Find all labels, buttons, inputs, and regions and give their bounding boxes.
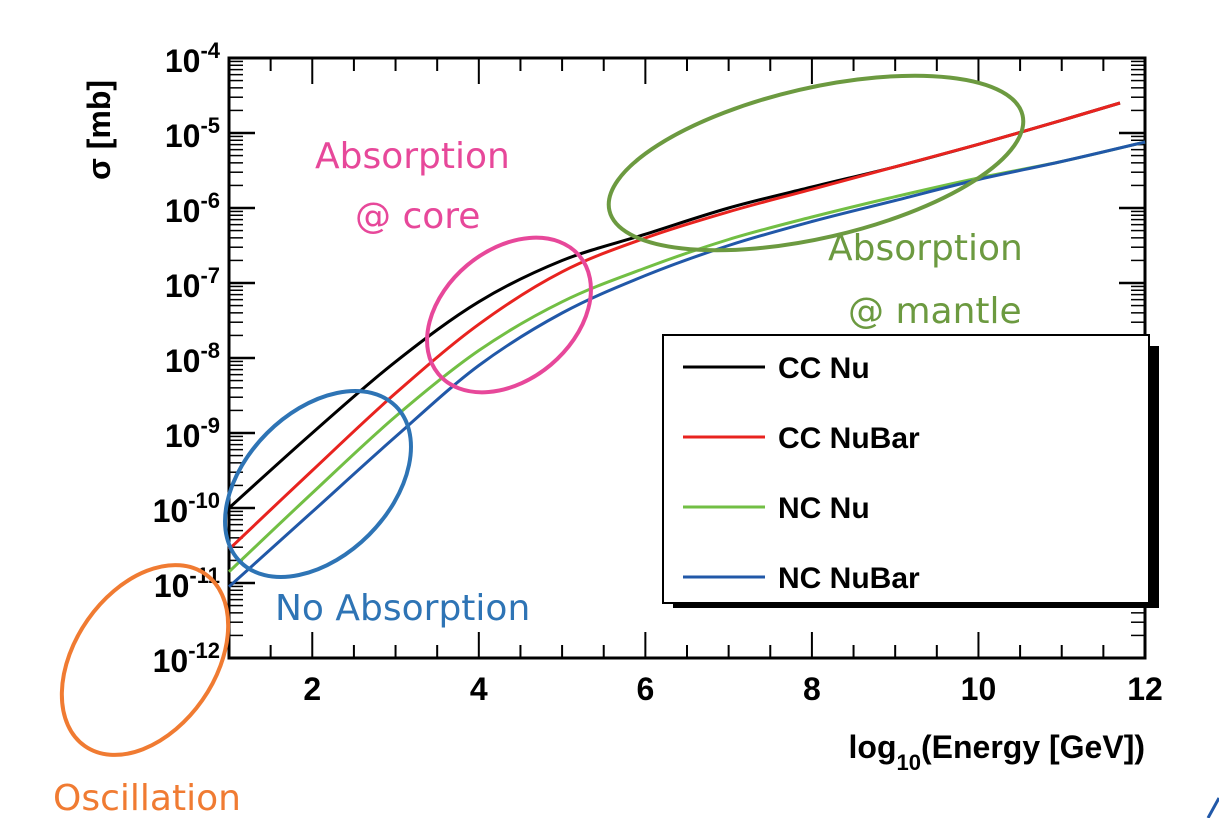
- no-absorption-ellipse: [223, 389, 413, 579]
- y-tick-base: 10: [154, 568, 190, 604]
- y-tick-label: 10-6: [165, 188, 220, 229]
- y-tick-label: 10-8: [165, 338, 220, 379]
- no-absorption-label: No Absorption: [275, 588, 530, 629]
- absorption-mantle-label-1: Absorption: [828, 228, 1023, 269]
- legend-box: [662, 334, 1150, 604]
- y-tick-base: 10: [165, 268, 201, 304]
- absorption-core-ellipse: [425, 235, 593, 395]
- y-axis-title: σ [mb]: [81, 80, 117, 180]
- y-tick-exponent: -12: [188, 638, 220, 663]
- y-tick-label: 10-7: [165, 263, 220, 304]
- x-axis-ticks: [228, 58, 1146, 658]
- x-tick-label: 4: [470, 671, 488, 707]
- y-tick-label: 10-4: [165, 38, 221, 79]
- x-axis-title-rest: (Energy [GeV]): [921, 729, 1145, 765]
- y-tick-exponent: -5: [200, 113, 220, 138]
- legend-label-1: CC NuBar: [778, 422, 920, 455]
- x-tick-label: 8: [803, 671, 821, 707]
- legend-items: CC Nu CC NuBar NC Nu NC NuBar: [683, 352, 920, 595]
- absorption-core-label-1: Absorption: [315, 136, 510, 177]
- x-axis-title: log10(Energy [GeV]): [849, 729, 1146, 775]
- y-tick-exponent: -10: [188, 488, 220, 513]
- y-tick-exponent: -7: [200, 263, 220, 288]
- y-tick-base: 10: [165, 193, 201, 229]
- y-tick-label: 10-5: [165, 113, 220, 154]
- y-tick-base: 10: [165, 343, 201, 379]
- legend: CC Nu CC NuBar NC Nu NC NuBar: [662, 334, 1159, 608]
- x-tick-label: 6: [636, 671, 654, 707]
- oscillation-ellipse: [59, 563, 231, 757]
- x-tick-label: 2: [303, 671, 321, 707]
- absorption-mantle-ellipse: [606, 73, 1026, 253]
- y-tick-base: 10: [153, 493, 189, 529]
- y-tick-label: 10-11: [154, 563, 220, 604]
- corner-mark: [1206, 797, 1219, 818]
- series-line-1: [227, 101, 1121, 551]
- y-tick-base: 10: [165, 43, 201, 79]
- absorption-mantle-label-2: @ mantle: [848, 291, 1022, 332]
- x-axis-title-main: log: [849, 729, 897, 765]
- legend-label-0: CC Nu: [778, 352, 870, 385]
- y-tick-label: 10-10: [153, 488, 220, 529]
- legend-label-3: NC NuBar: [778, 562, 920, 595]
- x-tick-label: 10: [961, 671, 997, 707]
- x-axis-title-subscript: 10: [896, 750, 920, 775]
- x-axis-tick-labels: 2 4 6 8 10 12: [303, 671, 1162, 707]
- x-tick-label: 12: [1127, 671, 1163, 707]
- y-tick-exponent: -9: [200, 413, 220, 438]
- y-tick-exponent: -6: [200, 188, 220, 213]
- y-tick-base: 10: [153, 643, 189, 679]
- legend-label-2: NC Nu: [778, 492, 870, 525]
- series-line-3: [227, 140, 1146, 588]
- absorption-core-label-2: @ core: [355, 196, 480, 237]
- y-tick-exponent: -4: [200, 38, 220, 63]
- y-tick-base: 10: [165, 418, 201, 454]
- oscillation-label: Oscillation: [53, 778, 241, 818]
- y-tick-base: 10: [165, 118, 201, 154]
- y-tick-exponent: -8: [200, 338, 220, 363]
- y-tick-label: 10-9: [165, 413, 220, 454]
- y-tick-label: 10-12: [153, 638, 220, 679]
